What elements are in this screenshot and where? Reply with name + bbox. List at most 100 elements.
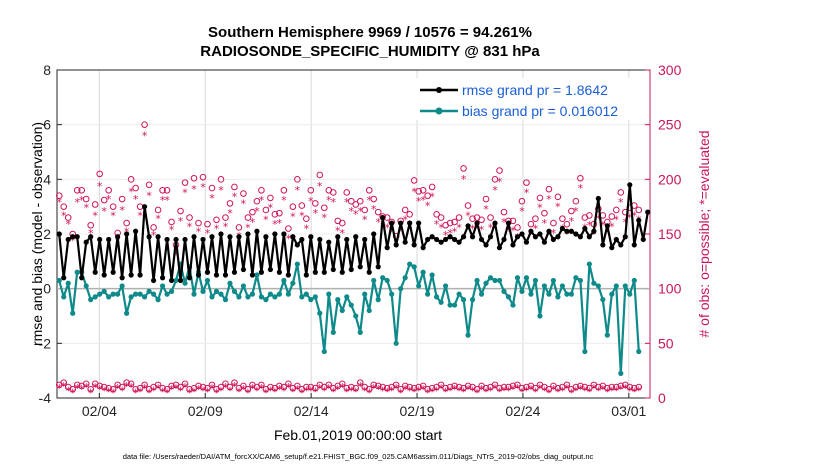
- obs-possible-marker: [226, 200, 234, 207]
- obs-possible-marker: [608, 213, 616, 220]
- obs-evaluated-marker: *: [560, 384, 566, 397]
- obs-evaluated-marker: *: [88, 386, 94, 399]
- obs-possible-marker: [150, 224, 157, 231]
- obs-evaluated-marker: *: [497, 385, 503, 398]
- obs-possible-marker: [410, 384, 418, 392]
- obs-possible-marker: [545, 185, 553, 193]
- bias-point: [299, 294, 305, 300]
- bias-point: [142, 294, 148, 300]
- obs-evaluated-marker: *: [357, 380, 363, 393]
- rmse-point: [74, 234, 80, 240]
- bias-point: [474, 277, 480, 284]
- obs-possible-marker: [82, 380, 90, 388]
- obs-evaluated-marker: *: [272, 218, 278, 231]
- rmse-point: [312, 269, 318, 275]
- y-tick-label: 6: [43, 117, 51, 133]
- obs-possible-marker: [91, 201, 99, 208]
- obs-evaluated-marker: *: [443, 229, 449, 242]
- bias-point: [61, 294, 67, 300]
- rmse-point: [371, 231, 377, 237]
- obs-evaluated-marker: *: [106, 385, 112, 398]
- obs-evaluated-marker: *: [456, 384, 462, 397]
- rmse-point: [348, 266, 354, 273]
- obs-possible-marker: [401, 206, 409, 214]
- rmse-point: [308, 234, 314, 240]
- obs-evaluated-marker: *: [542, 384, 548, 397]
- rmse-point: [299, 236, 305, 243]
- bias-point: [281, 277, 287, 284]
- bias-point: [496, 277, 503, 284]
- rmse-point: [70, 234, 76, 240]
- bias-point: [339, 307, 345, 314]
- obs-evaluated-marker: *: [614, 214, 620, 227]
- rmse-point: [146, 234, 152, 240]
- y-axis-right: 0 50 100 150 200 250 300: [645, 62, 682, 406]
- obs-evaluated-marker: *: [501, 216, 507, 229]
- obs-possible-marker: [496, 384, 503, 392]
- obs-evaluated-marker: *: [533, 222, 539, 235]
- bias-point: [425, 291, 431, 297]
- bias-point: [613, 283, 619, 289]
- bias-point: [267, 291, 273, 297]
- obs-evaluated-marker: *: [187, 220, 193, 233]
- obs-evaluated-marker: *: [250, 216, 256, 229]
- bias-line: [58, 263, 640, 375]
- y2-axis-label: # of obs: o=possible; *=evaluated: [696, 130, 712, 337]
- bias-point: [173, 277, 179, 284]
- obs-possible-marker: [244, 385, 252, 393]
- obs-possible-marker: [482, 384, 490, 392]
- bias-point: [573, 275, 579, 281]
- obs-evaluated-marker: *: [452, 226, 458, 239]
- obs-evaluated-marker: *: [196, 226, 202, 239]
- obs-possible-marker: [141, 121, 148, 128]
- obs-possible-marker: [545, 385, 553, 393]
- rmse-point: [281, 231, 287, 237]
- obs-evaluated-marker: *: [533, 385, 539, 398]
- obs-possible-marker: [69, 385, 77, 393]
- obs-possible-marker: [276, 209, 283, 217]
- obs-evaluated-marker: *: [263, 386, 269, 399]
- obs-possible-marker: [123, 219, 130, 227]
- bias-point: [389, 291, 395, 297]
- obs-possible-marker: [608, 383, 616, 391]
- obs-possible-marker: [271, 211, 279, 218]
- obs-evaluated-marker: *: [591, 382, 597, 395]
- obs-evaluated-marker: *: [353, 385, 359, 398]
- rmse-point: [474, 220, 480, 226]
- obs-evaluated-marker: *: [349, 205, 355, 218]
- y-axis-label: rmse and bias (model - observation): [29, 122, 45, 346]
- obs-possible-marker: [586, 384, 593, 392]
- bias-point: [213, 288, 220, 294]
- bias-point: [510, 302, 516, 308]
- obs-evaluated-marker: *: [97, 383, 103, 396]
- obs-possible-marker: [258, 381, 265, 389]
- rmse-point: [627, 182, 633, 188]
- obs-evaluated-marker: *: [402, 214, 408, 227]
- obs-evaluated-marker: *: [182, 186, 188, 199]
- obs-evaluated-marker: *: [106, 193, 112, 206]
- legend-bias-marker: [435, 107, 443, 115]
- obs-possible-marker: [478, 216, 485, 224]
- obs-possible-marker: [244, 214, 252, 221]
- obs-evaluated-marker: *: [596, 384, 602, 397]
- rmse-point: [389, 220, 395, 226]
- obs-evaluated-marker: *: [416, 195, 422, 208]
- obs-possible-marker: [312, 384, 319, 392]
- obs-evaluated-marker: *: [416, 384, 422, 397]
- bias-point: [434, 294, 440, 300]
- obs-evaluated-marker: *: [618, 196, 624, 209]
- rmse-point: [56, 231, 62, 237]
- obs-possible-marker: [451, 218, 458, 226]
- obs-evaluated-marker: *: [384, 385, 390, 398]
- rmse-point: [505, 220, 512, 226]
- obs-evaluated-marker: *: [209, 382, 215, 395]
- obs-evaluated-marker: *: [313, 385, 319, 398]
- bias-point: [150, 291, 157, 297]
- bias-point: [65, 280, 71, 286]
- obs-evaluated-marker: *: [128, 381, 134, 394]
- rmse-point: [344, 236, 350, 243]
- obs-possible-marker: [195, 382, 202, 390]
- rmse-point: [168, 277, 175, 284]
- obs-evaluated-marker: *: [191, 183, 197, 196]
- obs-possible-marker: [518, 384, 526, 392]
